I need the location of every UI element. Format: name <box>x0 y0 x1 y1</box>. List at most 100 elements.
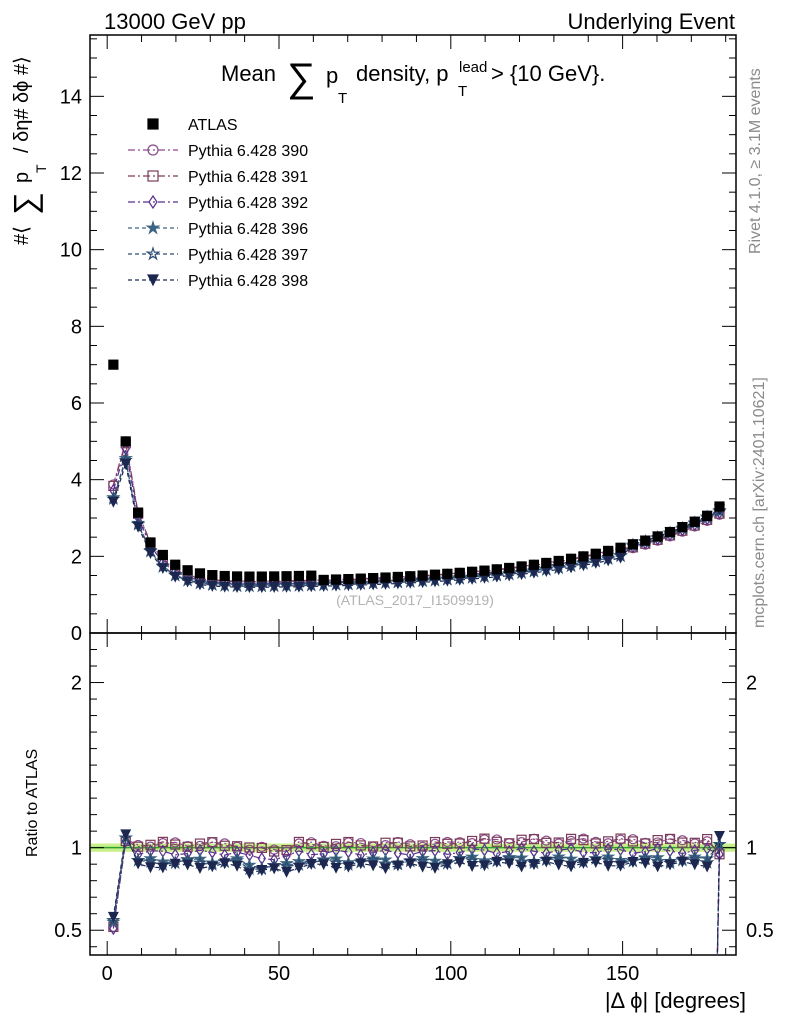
ratio-point <box>429 836 441 848</box>
ratio-point <box>169 858 181 870</box>
ratio-point <box>429 862 441 874</box>
legend-label: Pythia 6.428 398 <box>188 273 308 290</box>
ratio-point <box>182 859 194 871</box>
mc-line <box>112 460 720 587</box>
legend-label: Pythia 6.428 391 <box>188 169 308 186</box>
atlas-point <box>664 526 676 538</box>
ratio-point <box>281 845 292 856</box>
atlas-point <box>417 570 428 581</box>
ylabel-rest: / δη# δϕ #⟩ <box>11 56 33 153</box>
atlas-point <box>578 551 589 562</box>
ratio-point <box>578 835 589 846</box>
title-t-subscript: T <box>338 90 347 107</box>
legend-label: Pythia 6.428 390 <box>188 143 308 160</box>
mcplots-label: mcplots.cern.ch [arXiv:2401.10621] <box>751 377 768 628</box>
title-sum-symbol: ∑ <box>287 56 316 100</box>
ratio-point <box>701 861 713 873</box>
ratio-point <box>330 862 342 874</box>
atlas-point <box>405 571 416 582</box>
mc-point <box>157 563 169 575</box>
ratio-point <box>133 841 144 852</box>
atlas-point <box>108 359 119 370</box>
atlas-point <box>615 542 626 553</box>
atlas-point <box>714 501 725 512</box>
atlas-point <box>504 562 515 574</box>
mc-line <box>112 443 720 583</box>
ratio-point <box>120 829 132 841</box>
mc-point <box>194 579 206 591</box>
mc-point <box>132 521 144 533</box>
ratio-point <box>553 837 564 848</box>
ratio-plot-frame <box>89 632 737 956</box>
atlas-point <box>170 559 181 570</box>
ratio-point <box>528 859 540 871</box>
y-tick-label: 6 <box>71 393 82 415</box>
ratio-point <box>479 860 490 872</box>
atlas-point <box>207 570 218 581</box>
mc-point <box>256 582 268 594</box>
atlas-point <box>652 531 663 542</box>
ratio-point <box>368 841 379 852</box>
ratio-point <box>145 839 156 850</box>
atlas-point <box>429 569 441 580</box>
ratio-point <box>441 859 453 871</box>
plot-title: Mean ∑ p T density, p lead T > {10 GeV}. <box>221 56 605 107</box>
ratio-point <box>330 838 342 850</box>
ratio-point <box>627 856 639 868</box>
ratio-data-marks <box>106 829 727 956</box>
ratio-point <box>664 859 676 871</box>
ratio-line <box>112 832 721 918</box>
atlas-point <box>689 516 700 527</box>
ratio-point <box>417 861 429 873</box>
main-y-axis-label: #⟨ ∑ p T / δη# δϕ #⟩ <box>7 56 49 245</box>
atlas-point <box>565 553 577 564</box>
ratio-point <box>503 858 515 870</box>
ratio-point <box>415 850 430 865</box>
atlas-point <box>528 559 540 570</box>
atlas-point <box>677 522 688 533</box>
x-tick-label: 50 <box>268 963 290 985</box>
atlas-point <box>194 568 206 579</box>
ratio-point <box>367 860 379 872</box>
ratio-point <box>467 835 478 847</box>
ratio-point <box>676 856 688 868</box>
ratio-point <box>269 846 280 857</box>
title-lead-superscript: lead <box>459 59 487 76</box>
x-tick-label: 0 <box>102 963 113 985</box>
ylabel-p: p <box>11 172 33 183</box>
y-tick-label: 2 <box>71 546 82 568</box>
ratio-point <box>109 921 118 936</box>
ratio-y-tick-label-right: 0.5 <box>746 920 774 942</box>
ylabel-t-subscript: T <box>33 164 49 173</box>
ratio-point <box>516 861 528 873</box>
ratio-point <box>479 833 490 844</box>
ratio-point <box>504 838 515 849</box>
y-tick-label: 0 <box>71 623 82 645</box>
mc-point <box>219 581 231 593</box>
ratio-point <box>305 858 317 870</box>
ratio-point <box>231 860 243 872</box>
atlas-point <box>244 571 255 582</box>
header-energy: 13000 GeV pp <box>104 9 246 34</box>
ratio-point <box>664 833 676 845</box>
mc-point <box>602 555 614 567</box>
ratio-point <box>603 836 614 847</box>
ratio-point <box>640 838 651 849</box>
axis-ticks <box>90 35 736 955</box>
legend-label: Pythia 6.428 397 <box>188 247 308 264</box>
ratio-point <box>281 866 293 878</box>
ratio-point <box>516 834 527 845</box>
legend-marker <box>145 219 161 235</box>
ratio-y-tick-label-right: 2 <box>746 673 757 695</box>
y-tick-label: 8 <box>71 316 82 338</box>
header-analysis: Underlying Event <box>567 9 735 34</box>
atlas-point <box>702 510 713 521</box>
ratio-y-tick-label-right: 1 <box>746 838 757 860</box>
atlas-point <box>627 539 639 550</box>
ratio-point <box>194 863 206 874</box>
ratio-y-tick-label: 2 <box>71 673 82 695</box>
ratio-point <box>293 862 305 874</box>
x-axis-label: |Δ ϕ| [degrees] <box>605 988 746 1013</box>
ratio-point <box>231 841 243 852</box>
